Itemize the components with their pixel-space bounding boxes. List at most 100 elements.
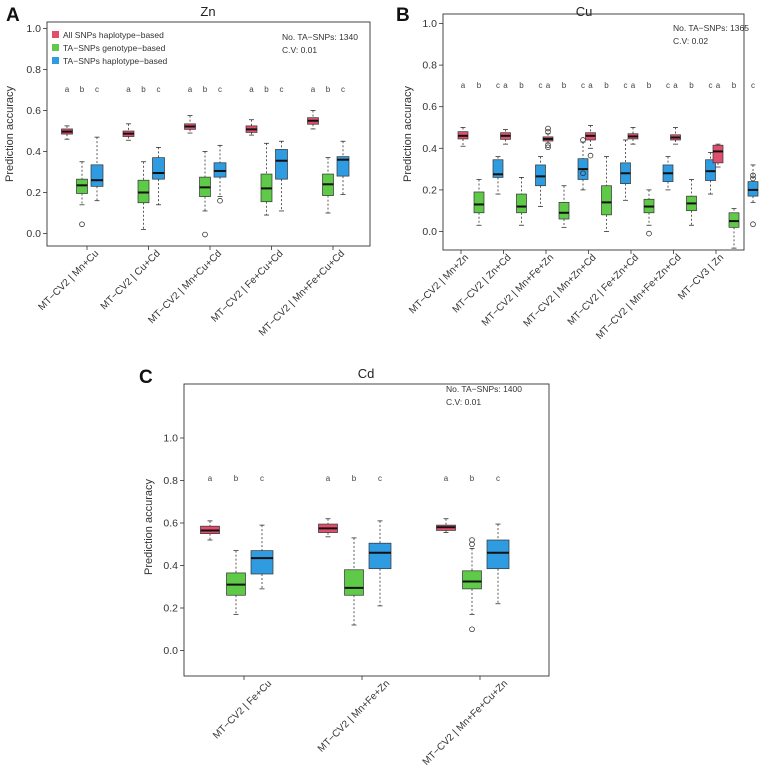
boxes-zn: 0.0 0.2 0.4 0.6 0.8 1.0 a b c MT−CV2 | Mn+Cu a b c MT…: [26, 23, 350, 339]
significance-letter-zn-g2-b2: c: [218, 85, 222, 94]
legend-label-ta-snps-genotype: TA−SNPs genotype−based: [63, 43, 166, 53]
x-tick-label-zn-g1: MT−CV2 | Cu+Cd: [99, 248, 163, 312]
plot-frame-zn: [46, 21, 371, 247]
x-tick-label-cd-g1: MT−CV2 | Mn+Fe+Zn: [316, 678, 392, 754]
y-tick-label: 0.8: [26, 64, 41, 76]
x-tick-label-cu-g4: MT−CV2 | Fe+Zn+Cd: [566, 252, 641, 327]
x-tick-label-cu-g2: MT−CV2 | Mn+Fe+Zn: [480, 252, 556, 328]
outlier-point-cu-g6-b2-o0: [750, 175, 756, 182]
y-tick-label: 0.8: [163, 475, 178, 487]
legend-swatch-all-snps-haplotype: [52, 31, 59, 38]
box-cu-g2-b1: [558, 202, 570, 220]
significance-letter-zn-g1-b1: b: [141, 85, 146, 94]
y-axis-label-zn: Prediction accuracy: [4, 86, 16, 182]
significance-letter-cu-g4-b2: c: [666, 81, 670, 90]
box-zn-g0-b1: [76, 178, 88, 194]
outlier-point-cu-g2-b0-o3: [545, 125, 551, 132]
significance-letter-zn-g3-b1: b: [264, 85, 269, 94]
chart-title-cu: Cu: [576, 4, 593, 19]
outlier-point-zn-g2-b2-o0: [217, 197, 223, 204]
significance-letter-cu-g0-b0: a: [461, 81, 466, 90]
panel-cu: B Cu Prediction accuracy No. TA−SNPs: 13…: [396, 4, 759, 342]
boxes-cd: 0.0 0.2 0.4 0.6 0.8 1.0 a b c MT−CV2 | Fe+Cu a b c MT…: [163, 433, 510, 765]
box-cd-g0-b2: [250, 550, 274, 575]
significance-letter-cd-g0-b0: a: [208, 474, 213, 483]
y-tick-label: 0.2: [163, 603, 178, 615]
significance-letter-zn-g1-b0: a: [126, 85, 131, 94]
info-snp-count-cu: No. TA−SNPs: 1365: [673, 23, 749, 33]
significance-letter-zn-g3-b0: a: [249, 85, 254, 94]
significance-letter-cu-g1-b2: c: [539, 81, 543, 90]
boxes-cu: 0.00.20.40.60.81.0a b cMT−CV2 | Mn+Zna b cMT…: [407, 18, 759, 342]
box-cu-g1-b1: [516, 193, 527, 214]
box-zn-g1-b1: [137, 179, 150, 204]
box-zn-g0-b2: [90, 164, 104, 187]
significance-letter-cd-g1-b2: c: [378, 474, 382, 483]
y-tick-label: 0.4: [26, 146, 41, 158]
box-cu-g3-b1: [601, 185, 612, 216]
info-snp-count-cd: No. TA−SNPs: 1400: [446, 384, 522, 394]
box-cu-g5-b2: [705, 159, 716, 181]
significance-letter-cu-g3-b2: c: [624, 81, 628, 90]
x-tick-label-cd-g0: MT−CV2 | Fe+Cu: [211, 678, 274, 741]
x-tick-label-zn-g0: MT−CV2 | Mn+Cu: [36, 248, 101, 313]
outlier-point-cu-g2-b0-o0: [545, 142, 551, 148]
panel-letter-c: C: [139, 367, 153, 388]
significance-letter-cd-g0-b2: c: [260, 474, 264, 483]
info-cv-cd: C.V: 0.01: [446, 397, 481, 407]
box-cd-g1-b2: [368, 542, 392, 570]
box-cd-g2-b2: [486, 539, 510, 570]
legend-swatch-ta-snps-genotype: [52, 44, 59, 51]
box-cu-g0-b2: [492, 159, 504, 178]
outlier-point-cd-g2-b1-o2: [469, 626, 475, 633]
info-cv-zn: C.V: 0.01: [282, 45, 317, 55]
y-tick-label: 0.6: [163, 518, 178, 530]
significance-letter-cd-g1-b1: b: [352, 474, 357, 483]
outlier-point-zn-g2-b1-o0: [202, 231, 208, 238]
outlier-point-cu-g4-b1-o0: [646, 230, 652, 237]
y-tick-label: 0.0: [163, 645, 178, 657]
legend-label-all-snps-haplotype: All SNPs haplotype−based: [63, 30, 164, 40]
outlier-point-cu-g3-b0-o0: [587, 152, 594, 159]
y-tick-label: 1.0: [422, 18, 437, 30]
significance-letter-zn-g2-b1: b: [203, 85, 208, 94]
significance-letter-cu-g5-b0: a: [673, 81, 678, 90]
y-tick-label: 0.0: [26, 228, 41, 240]
panel-letter-a: A: [6, 5, 20, 26]
significance-letter-zn-g0-b2: c: [95, 85, 99, 94]
chart-title-zn: Zn: [200, 4, 215, 19]
y-tick-label: 0.8: [422, 60, 437, 72]
panel-zn: A Zn Prediction accuracy No. TA−SNPs: 13…: [4, 4, 371, 339]
significance-letter-cu-g4-b0: a: [631, 81, 636, 90]
significance-letter-cu-g1-b0: a: [503, 81, 508, 90]
significance-letter-zn-g2-b0: a: [188, 85, 193, 94]
significance-letter-cu-g0-b1: b: [477, 81, 482, 90]
x-tick-label-cd-g2: MT−CV2 | Mn+Fe+Cu+Zn: [421, 678, 510, 765]
y-tick-label: 1.0: [163, 433, 178, 445]
significance-letter-cu-g3-b1: b: [604, 81, 609, 90]
y-axis-label-cd: Prediction accuracy: [143, 479, 155, 575]
box-cu-g6-b0: [712, 144, 724, 164]
significance-letter-zn-g3-b2: c: [280, 85, 284, 94]
significance-letter-cd-g0-b1: b: [234, 474, 239, 483]
significance-letter-cu-g2-b0: a: [546, 81, 551, 90]
y-axis-label-cu: Prediction accuracy: [402, 86, 414, 182]
outlier-point-cd-g2-b1-o1: [469, 541, 475, 548]
outlier-point-cu-g2-b0-o2: [545, 128, 551, 135]
significance-letter-cu-g0-b2: c: [496, 81, 500, 90]
info-snp-count-zn: No. TA−SNPs: 1340: [282, 32, 358, 42]
panel-cd: C Cd Prediction accuracy No. TA−SNPs: 14…: [139, 366, 550, 765]
y-tick-label: 0.4: [422, 143, 437, 155]
panel-letter-b: B: [396, 5, 410, 26]
box-cd-g2-b1: [462, 570, 482, 590]
significance-letter-cu-g5-b1: b: [689, 81, 694, 90]
y-tick-label: 1.0: [26, 23, 41, 35]
y-tick-label: 0.4: [163, 560, 178, 572]
significance-letter-cu-g3-b0: a: [588, 81, 593, 90]
legend-swatch-ta-snps-haplotype: [52, 57, 59, 64]
legend: All SNPs haplotype−based TA−SNPs genotyp…: [52, 30, 168, 66]
box-cu-g6-b2: [747, 181, 759, 197]
significance-letter-zn-g4-b0: a: [311, 85, 316, 94]
significance-letter-zn-g0-b0: a: [65, 85, 70, 94]
